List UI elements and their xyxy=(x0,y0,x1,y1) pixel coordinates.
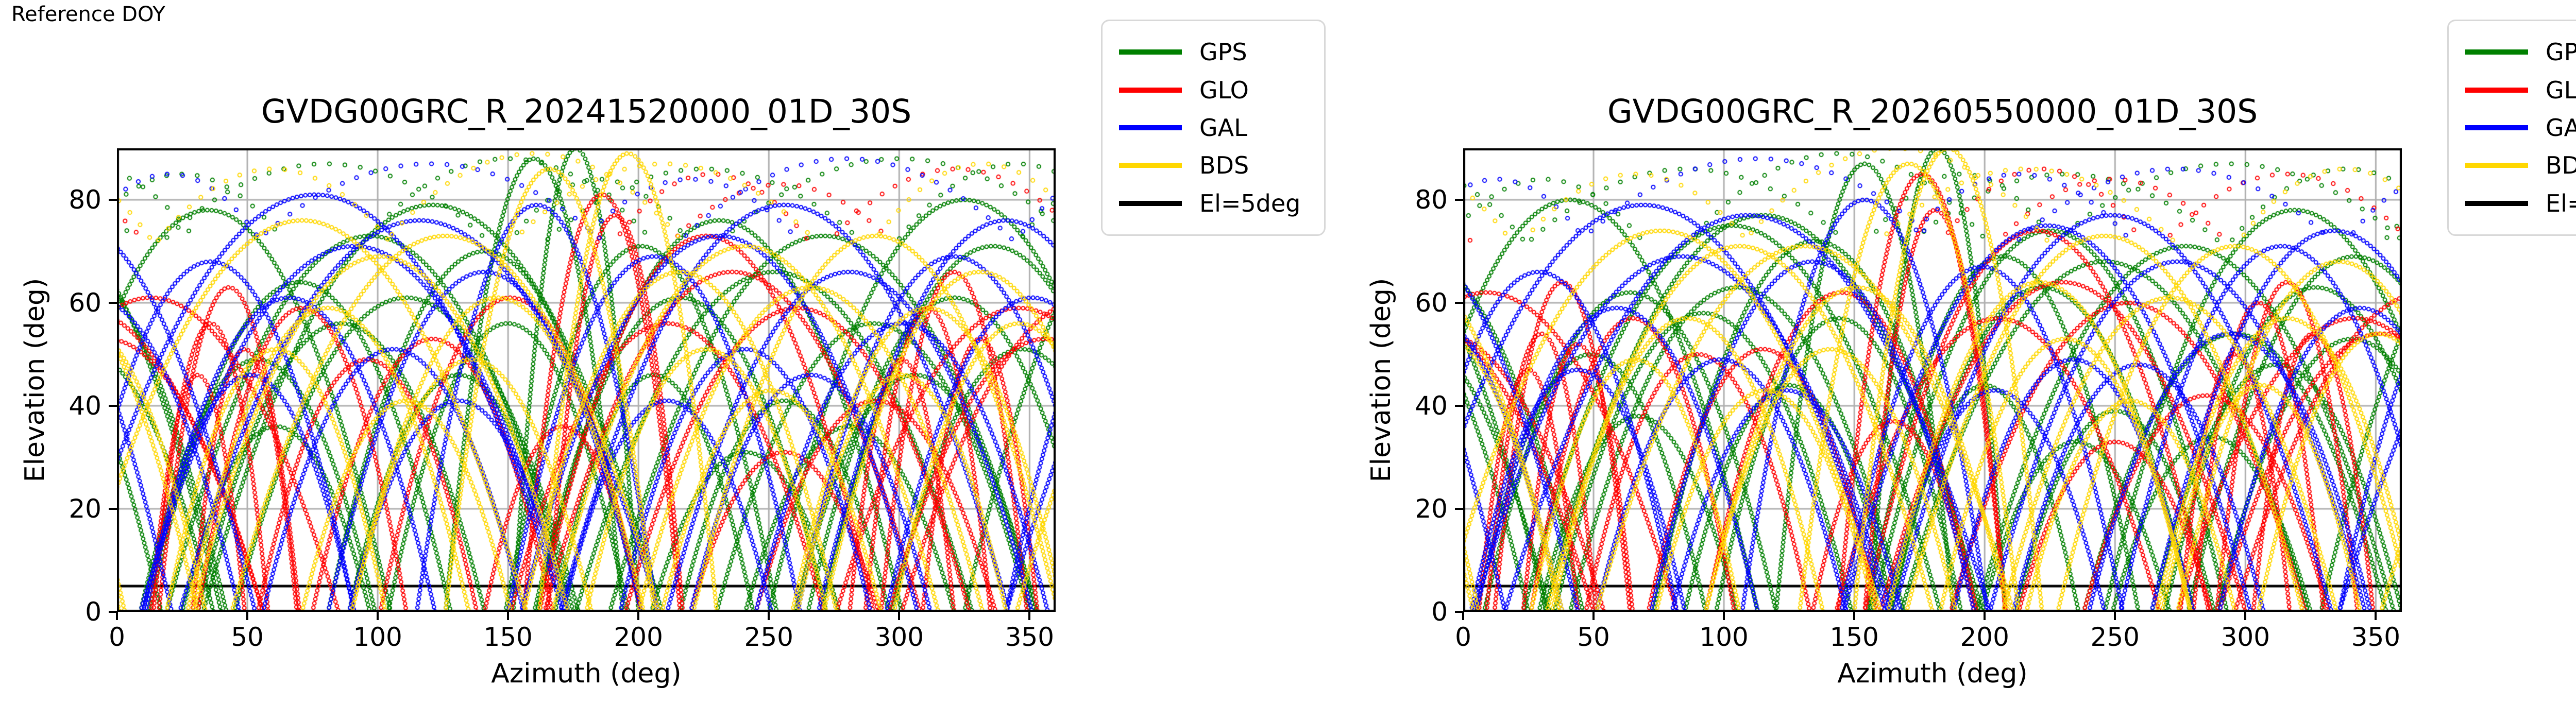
legend-entry-el=5deg: El=5deg xyxy=(1103,192,1324,215)
gal-line-swatch xyxy=(2465,125,2528,130)
y-axis-tick xyxy=(109,405,117,407)
x-axis-tick-label: 250 xyxy=(744,622,793,652)
x-axis-tick-label: 300 xyxy=(2221,622,2270,652)
el=5deg-line-swatch xyxy=(2465,200,2528,206)
legend-entry-label: BDS xyxy=(2546,151,2576,180)
x-axis-tick-label: 100 xyxy=(353,622,402,652)
legend-entry-gps: GPS xyxy=(1103,40,1324,64)
gps-line-swatch xyxy=(1119,49,1182,55)
legend-entry-label: BDS xyxy=(1199,151,1249,180)
x-axis-tick-label: 150 xyxy=(1829,622,1879,652)
x-axis-tick xyxy=(898,612,901,620)
y-axis-tick-label: 0 xyxy=(85,597,101,627)
y-axis-tick xyxy=(1455,302,1463,304)
y-axis-tick xyxy=(1455,508,1463,510)
x-axis-tick xyxy=(1984,612,1986,620)
el=5deg-line-swatch xyxy=(1119,200,1182,206)
legend-entry-el=5deg: El=5deg xyxy=(2449,192,2576,215)
subplot-2-title: GVDG00GRC_R_20260550000_01D_30S xyxy=(1607,93,2258,130)
x-axis-tick xyxy=(1462,612,1464,620)
legend-entry-label: GAL xyxy=(2546,113,2576,142)
x-axis-tick xyxy=(2114,612,2116,620)
x-axis-tick xyxy=(116,612,118,620)
legend-entry-label: El=5deg xyxy=(2546,189,2576,217)
glo-line-swatch xyxy=(2465,87,2528,93)
subplot-2-plot-area xyxy=(1463,148,2402,612)
y-axis-tick-label: 80 xyxy=(1415,185,1448,215)
legend-entry-bds: BDS xyxy=(2449,153,2576,177)
y-axis-tick-label: 60 xyxy=(69,288,101,318)
subplot-1-plot-area xyxy=(117,148,1056,612)
y-axis-tick-label: 40 xyxy=(69,391,101,421)
x-axis-tick-label: 100 xyxy=(1699,622,1749,652)
x-axis-tick-label: 0 xyxy=(1455,622,1471,652)
y-axis-tick-label: 80 xyxy=(69,185,101,215)
figure-super-label: Reference DOY xyxy=(11,3,165,26)
skyplot-canvas-2 xyxy=(1463,148,2402,612)
subplot-1-title: GVDG00GRC_R_20241520000_01D_30S xyxy=(261,93,912,130)
legend-entry-gal: GAL xyxy=(2449,116,2576,140)
x-axis-tick xyxy=(1592,612,1595,620)
glo-line-swatch xyxy=(1119,87,1182,93)
x-axis-tick-label: 50 xyxy=(1577,622,1610,652)
y-axis-tick xyxy=(109,508,117,510)
x-axis-tick-label: 50 xyxy=(231,622,264,652)
gal-line-swatch xyxy=(1119,125,1182,130)
legend-entry-label: El=5deg xyxy=(1199,189,1301,217)
x-axis-tick xyxy=(2244,612,2247,620)
x-axis-tick xyxy=(2375,612,2377,620)
x-axis-tick-label: 200 xyxy=(1960,622,2009,652)
legend-entry-glo: GLO xyxy=(1103,78,1324,102)
legend-entry-label: GPS xyxy=(1199,38,1247,66)
y-axis-tick-label: 20 xyxy=(1415,494,1448,524)
x-axis-tick xyxy=(1723,612,1725,620)
y-axis-tick-label: 20 xyxy=(69,494,101,524)
skyplot-canvas-1 xyxy=(117,148,1056,612)
legend-entry-glo: GLO xyxy=(2449,78,2576,102)
x-axis-tick xyxy=(637,612,640,620)
legend-entry-label: GLO xyxy=(1199,76,1249,104)
x-axis-tick xyxy=(377,612,379,620)
x-axis-tick xyxy=(768,612,770,620)
legend-entry-gal: GAL xyxy=(1103,116,1324,140)
x-axis-tick-label: 350 xyxy=(2351,622,2401,652)
y-axis-tick xyxy=(1455,405,1463,407)
x-axis-tick-label: 0 xyxy=(109,622,125,652)
bds-line-swatch xyxy=(2465,163,2528,168)
legend-1: GPS GLO GAL BDS El=5deg xyxy=(1101,20,1326,236)
legend-entry-bds: BDS xyxy=(1103,153,1324,177)
subplot-2-xlabel: Azimuth (deg) xyxy=(1837,658,2028,689)
x-axis-tick-label: 350 xyxy=(1005,622,1055,652)
y-axis-tick-label: 40 xyxy=(1415,391,1448,421)
y-axis-tick xyxy=(1455,611,1463,613)
x-axis-tick xyxy=(507,612,510,620)
y-axis-tick-label: 0 xyxy=(1431,597,1448,627)
x-axis-tick xyxy=(1853,612,1856,620)
y-axis-tick-label: 60 xyxy=(1415,288,1448,318)
x-axis-tick-label: 200 xyxy=(614,622,663,652)
x-axis-tick-label: 150 xyxy=(483,622,533,652)
legend-entry-label: GLO xyxy=(2546,76,2576,104)
y-axis-tick xyxy=(109,199,117,201)
y-axis-tick xyxy=(109,611,117,613)
legend-2: GPS GLO GAL BDS El=5deg xyxy=(2447,20,2576,236)
legend-entry-label: GAL xyxy=(1199,113,1247,142)
x-axis-tick xyxy=(1028,612,1031,620)
y-axis-tick xyxy=(109,302,117,304)
legend-entry-label: GPS xyxy=(2546,38,2576,66)
legend-entry-gps: GPS xyxy=(2449,40,2576,64)
bds-line-swatch xyxy=(1119,163,1182,168)
subplot-1-xlabel: Azimuth (deg) xyxy=(491,658,682,689)
gps-line-swatch xyxy=(2465,49,2528,55)
y-axis-tick xyxy=(1455,199,1463,201)
x-axis-tick xyxy=(246,612,249,620)
x-axis-tick-label: 250 xyxy=(2090,622,2140,652)
x-axis-tick-label: 300 xyxy=(874,622,924,652)
